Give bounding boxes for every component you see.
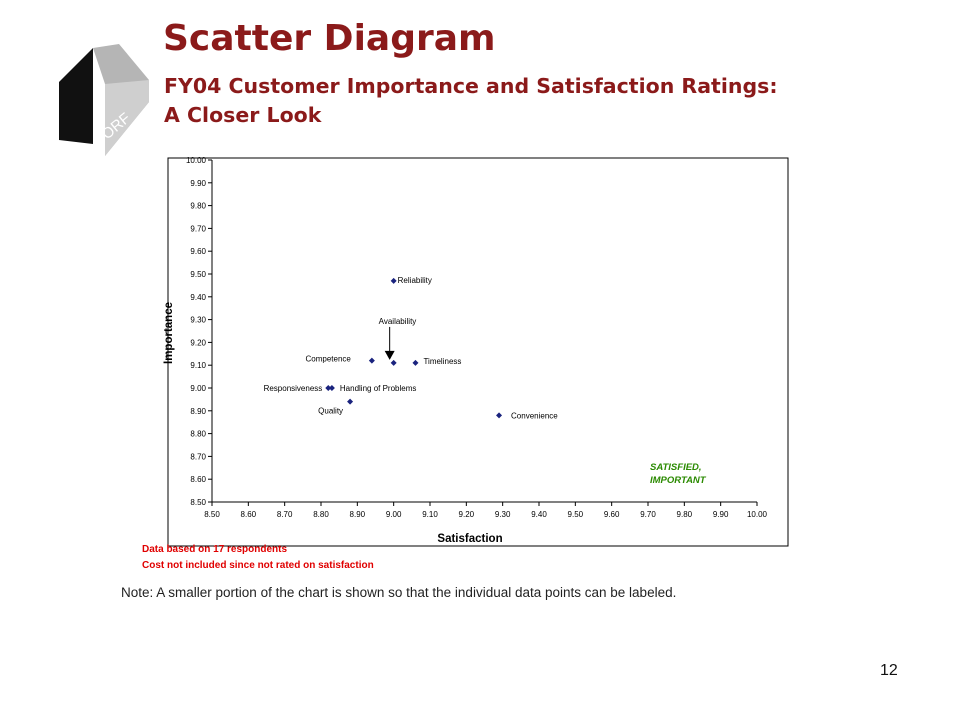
x-tick-label: 9.30 bbox=[495, 510, 511, 519]
x-tick-label: 9.50 bbox=[568, 510, 584, 519]
x-tick-label: 8.50 bbox=[204, 510, 220, 519]
slide-title: Scatter Diagram bbox=[163, 18, 496, 59]
cost-note: Cost not included since not rated on sat… bbox=[142, 560, 374, 571]
x-tick-label: 9.00 bbox=[386, 510, 402, 519]
data-point-timeliness bbox=[412, 359, 419, 366]
respondents-note: Data based on 17 respondents bbox=[142, 544, 288, 555]
quadrant-label-line-2: IMPORTANT bbox=[650, 475, 707, 486]
y-tick-label: 9.80 bbox=[190, 202, 206, 211]
y-tick-label: 9.60 bbox=[190, 247, 206, 256]
availability-arrow-head bbox=[384, 350, 395, 360]
point-label-convenience: Convenience bbox=[511, 411, 558, 420]
x-tick-label: 9.40 bbox=[531, 510, 547, 519]
x-axis-label: Satisfaction bbox=[437, 533, 502, 545]
point-label-availability: Availability bbox=[379, 317, 417, 326]
y-tick-label: 9.40 bbox=[190, 293, 206, 302]
data-point-convenience bbox=[496, 412, 503, 419]
y-axis-label: Importance bbox=[163, 302, 175, 364]
y-tick-label: 9.20 bbox=[190, 338, 206, 347]
point-label-quality: Quality bbox=[318, 407, 343, 416]
quadrant-label-line-1: SATISFIED, bbox=[650, 462, 702, 473]
subtitle-line-2: A Closer Look bbox=[164, 103, 322, 127]
x-tick-label: 8.60 bbox=[241, 510, 257, 519]
y-tick-label: 9.30 bbox=[190, 316, 206, 325]
x-tick-label: 10.00 bbox=[747, 510, 768, 519]
data-point-handling-of-problems bbox=[328, 385, 335, 391]
plot-area: 8.50 8.60 8.70 8.80 8.90 9.00 9.10 9.20 9.30 9.40… bbox=[186, 156, 768, 519]
slide-subtitle: FY04 Customer Importance and Satisfactio… bbox=[164, 72, 864, 130]
chart-border bbox=[167, 157, 789, 547]
x-tick-label: 9.70 bbox=[640, 510, 656, 519]
point-label-timeliness: Timeliness bbox=[423, 357, 461, 366]
x-tick-label: 9.10 bbox=[422, 510, 438, 519]
data-point-availability bbox=[390, 359, 397, 366]
y-tick-label: 9.00 bbox=[190, 384, 206, 393]
data-point-reliability bbox=[390, 277, 397, 284]
y-tick-label: 8.50 bbox=[190, 498, 206, 507]
point-label-handling-of-problems: Handling of Problems bbox=[340, 384, 416, 393]
x-tick-label: 9.80 bbox=[677, 510, 693, 519]
orf-logo: ORF bbox=[59, 44, 149, 156]
y-tick-label: 8.80 bbox=[190, 430, 206, 439]
page-number: 12 bbox=[880, 662, 898, 679]
x-tick-label: 9.20 bbox=[459, 510, 475, 519]
y-tick-label: 10.00 bbox=[186, 156, 207, 165]
scatter-chart: 8.50 8.60 8.70 8.80 8.90 9.00 9.10 9.20 9.30 9.40… bbox=[163, 156, 789, 547]
y-tick-label: 8.60 bbox=[190, 475, 206, 484]
point-label-reliability: Reliability bbox=[398, 276, 432, 285]
point-label-competence: Competence bbox=[306, 355, 352, 364]
x-tick-label: 8.90 bbox=[350, 510, 366, 519]
subtitle-line-1: FY04 Customer Importance and Satisfactio… bbox=[164, 74, 778, 98]
data-point-responsiveness bbox=[325, 385, 332, 391]
x-tick-label: 9.60 bbox=[604, 510, 620, 519]
point-label-responsiveness: Responsiveness bbox=[264, 384, 323, 393]
y-tick-label: 9.50 bbox=[190, 270, 206, 279]
y-tick-label: 9.10 bbox=[190, 361, 206, 370]
x-tick-label: 9.90 bbox=[713, 510, 729, 519]
x-tick-label: 8.70 bbox=[277, 510, 293, 519]
y-tick-label: 9.90 bbox=[190, 179, 206, 188]
y-tick-label: 9.70 bbox=[190, 224, 206, 233]
footnote: Note: A smaller portion of the chart is … bbox=[121, 585, 677, 600]
y-tick-label: 8.90 bbox=[190, 407, 206, 416]
y-tick-label: 8.70 bbox=[190, 452, 206, 461]
data-point-competence bbox=[368, 357, 375, 364]
x-tick-label: 8.80 bbox=[313, 510, 329, 519]
data-point-quality bbox=[347, 398, 354, 405]
